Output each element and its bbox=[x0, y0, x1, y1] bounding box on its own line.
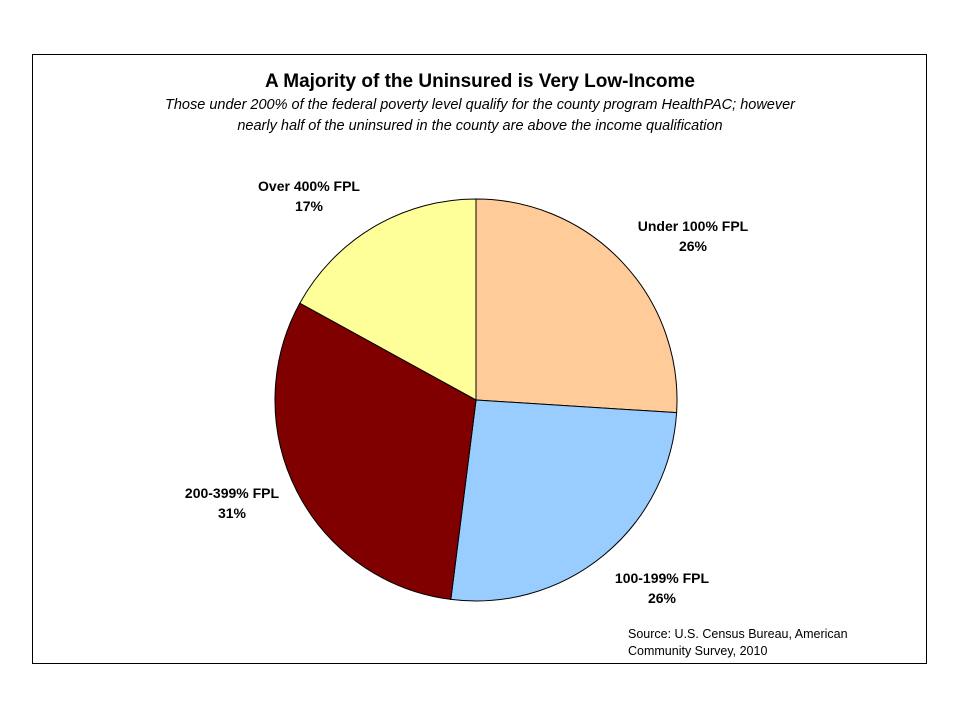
slice-value-label-2: 26% bbox=[648, 590, 677, 606]
chart-frame bbox=[32, 54, 927, 664]
pie-slice-1 bbox=[475, 198, 678, 414]
slice-value-label-4: 17% bbox=[295, 198, 324, 214]
slice-label-1: Under 100% FPL bbox=[638, 218, 749, 234]
source-line-2: Community Survey, 2010 bbox=[628, 644, 768, 658]
slice-label-3: 200-399% FPL bbox=[185, 485, 280, 501]
chart-subtitle-line-2: nearly half of the uninsured in the coun… bbox=[237, 118, 723, 134]
pie-slice-3 bbox=[274, 302, 477, 600]
slice-label-2: 100-199% FPL bbox=[615, 570, 710, 586]
source-note: Source: U.S. Census Bureau, American Com… bbox=[628, 626, 848, 660]
source-line-1: Source: U.S. Census Bureau, American bbox=[628, 627, 848, 641]
pie-slice-4 bbox=[299, 198, 477, 401]
chart-subtitle-line-1: Those under 200% of the federal poverty … bbox=[164, 97, 796, 113]
slice-value-label-1: 26% bbox=[679, 238, 708, 254]
slice-value-label-3: 31% bbox=[218, 505, 247, 521]
slice-label-4: Over 400% FPL bbox=[258, 178, 360, 194]
chart-title: A Majority of the Uninsured is Very Low-… bbox=[264, 71, 696, 92]
pie-slice-2 bbox=[450, 399, 678, 602]
